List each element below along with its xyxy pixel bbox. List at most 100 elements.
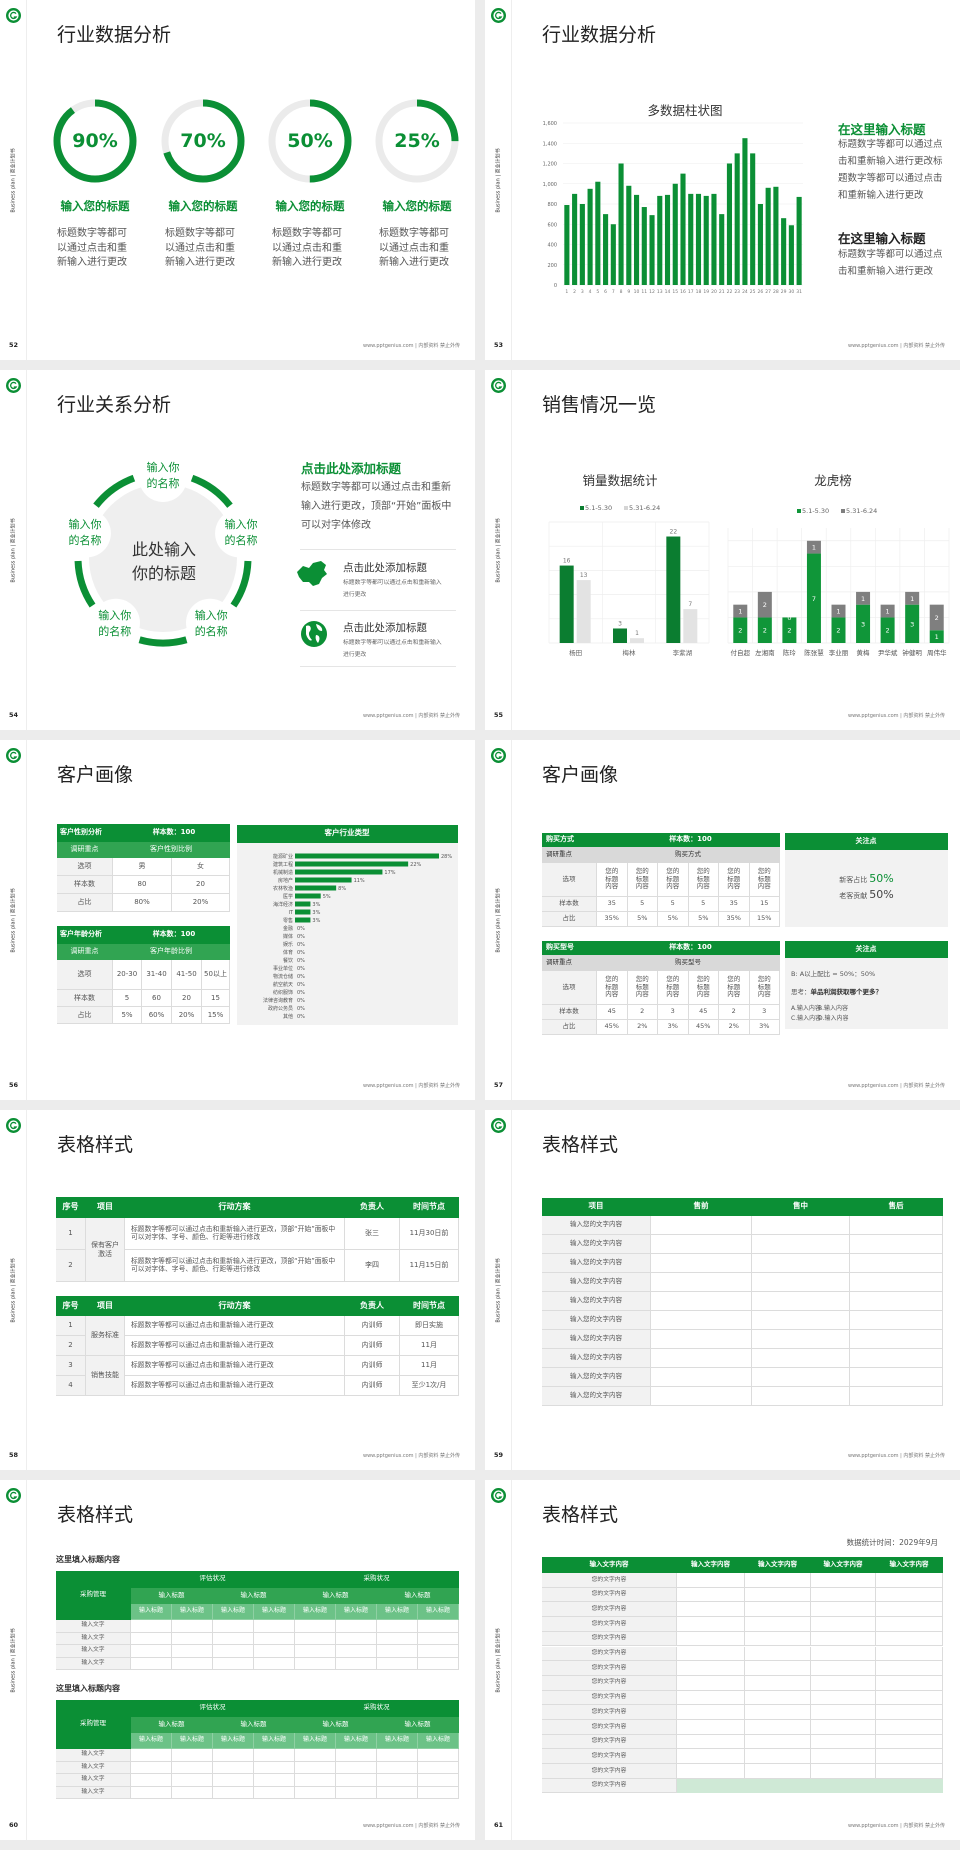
table-cell (336, 1774, 377, 1787)
project-group: 销售技能 (86, 1356, 125, 1396)
ring-percent-label: 25% (394, 130, 440, 152)
x-category-label: 陈玲 (783, 648, 797, 657)
table-cell (172, 1632, 213, 1645)
table-cell: 35% (597, 912, 628, 927)
slide-60: Business plan | 商业计划书 60 www.pptgenius.com… (0, 1480, 475, 1840)
table-cell (876, 1749, 943, 1765)
table-cell (745, 1661, 811, 1676)
panel-body (785, 850, 948, 927)
row-label: 选项 (57, 858, 113, 876)
divider (300, 610, 456, 611)
table-cell (677, 1617, 745, 1632)
bar-value-label: 0% (297, 1006, 305, 1012)
bar (781, 218, 787, 285)
subgroup-header: 输入标题 (131, 1588, 213, 1604)
slide-title: 行业数据分析 (57, 24, 172, 46)
logo-glyph (10, 1491, 18, 1500)
stacked-bar-segment (929, 604, 944, 631)
column-header: 输入标题 (336, 1733, 377, 1749)
bar (587, 188, 593, 285)
progress-ring (161, 99, 245, 183)
table-cell (811, 1734, 876, 1750)
table-cell (811, 1764, 876, 1779)
option-text: D.输入内容 (818, 1015, 849, 1022)
x-tick-label: 14 (665, 289, 671, 295)
x-tick-label: 5 (596, 289, 599, 295)
table-cell (336, 1645, 377, 1658)
logo-ring (490, 747, 507, 764)
stacked-bar-segment (806, 553, 821, 643)
owner: 内训师 (345, 1356, 400, 1376)
segment-value-label: 1 (886, 608, 890, 616)
table-cell (752, 1254, 850, 1273)
table-cell (651, 1368, 752, 1387)
owner: 李四 (345, 1250, 400, 1282)
row-label: 您的文字内容 (542, 1675, 677, 1691)
table-cell (336, 1632, 377, 1645)
x-tick-label: 4 (589, 289, 592, 295)
g-logo-icon (490, 747, 507, 764)
slide-title: 表格样式 (57, 1504, 134, 1526)
stacked-bar-segment (757, 617, 772, 643)
node-notch (62, 509, 111, 558)
table-cell: 60 (142, 990, 172, 1007)
logo-ring (490, 7, 507, 24)
logo-glyph (495, 1491, 503, 1500)
row-label: 输入文字 (56, 1645, 131, 1658)
column-header: 输入标题 (213, 1733, 254, 1749)
column-header: 售后 (850, 1198, 943, 1216)
bar (672, 183, 678, 285)
table-cell (651, 1254, 752, 1273)
sidebar-divider (511, 740, 512, 1100)
g-logo-icon (490, 377, 507, 394)
x-category-label: 陈张慧 (804, 648, 824, 657)
deadline: 11月 (400, 1356, 459, 1376)
table-cell (651, 1235, 752, 1254)
category-label: 媒体 (283, 933, 293, 940)
table-cell (131, 1657, 172, 1670)
table-cell (213, 1620, 254, 1633)
bar-value-label: 11% (354, 878, 365, 884)
table-cell (172, 1749, 213, 1762)
segment-value-label: 1 (861, 595, 865, 603)
table-cell: 您的标题内容 (719, 971, 750, 1005)
logo-ring (490, 1117, 507, 1134)
sidebar-vertical-text: Business plan | 商业计划书 (10, 1628, 17, 1693)
column-header: 序号 (56, 1197, 86, 1218)
stacked-bar-segment (831, 617, 846, 643)
y-tick-label: 1,400 (543, 141, 557, 147)
column-header: 输入标题 (254, 1604, 295, 1620)
table-cell (254, 1786, 295, 1799)
bar-value-label: 28% (441, 854, 452, 860)
table-cell (295, 1786, 336, 1799)
bar (295, 885, 337, 891)
y-tick-label: 400 (547, 243, 557, 249)
bar (564, 205, 570, 285)
sales-charts: 5.1-5.30 5.31-6.241613杨田31梅林227李紫湖5.1-5.3… (548, 504, 950, 657)
g-logo-icon (5, 1487, 22, 1504)
action-plan: 标题数字等都可以通过点击和重新输入进行更改 (125, 1316, 345, 1336)
logo-ring (490, 377, 507, 394)
bar-value-label: 17% (384, 870, 395, 876)
block-heading: 在这里输入标题 (838, 122, 926, 137)
category-label: 房地产 (278, 877, 293, 884)
chart-title: 龙虎榜 (814, 473, 852, 488)
column-header: 输入标题 (254, 1733, 295, 1749)
table-cell (131, 1749, 172, 1762)
sidebar-divider (26, 370, 27, 730)
bar (796, 196, 802, 285)
main-text: 标题数字等都可以通过点击和重新输入进行更改，顶部“开始”面板中可以对字体修改 (301, 482, 452, 531)
row-label: 输入您的文字内容 (542, 1368, 651, 1387)
chart-title: 多数据柱状图 (647, 103, 723, 118)
segment-value-label: 2 (763, 601, 767, 609)
node-notch (139, 454, 187, 502)
action-plan: 标题数字等都可以通过点击和重新输入进行更改 (125, 1376, 345, 1396)
y-tick-label: 1,200 (543, 162, 557, 168)
table-cell (172, 1786, 213, 1799)
cycle-arc (138, 636, 188, 647)
column-header: 输入标题 (377, 1604, 418, 1620)
segment-value-label: 1 (935, 633, 939, 641)
table-cell: 15 (202, 990, 230, 1007)
table-cell (651, 1216, 752, 1235)
page-number: 61 (494, 1821, 504, 1829)
